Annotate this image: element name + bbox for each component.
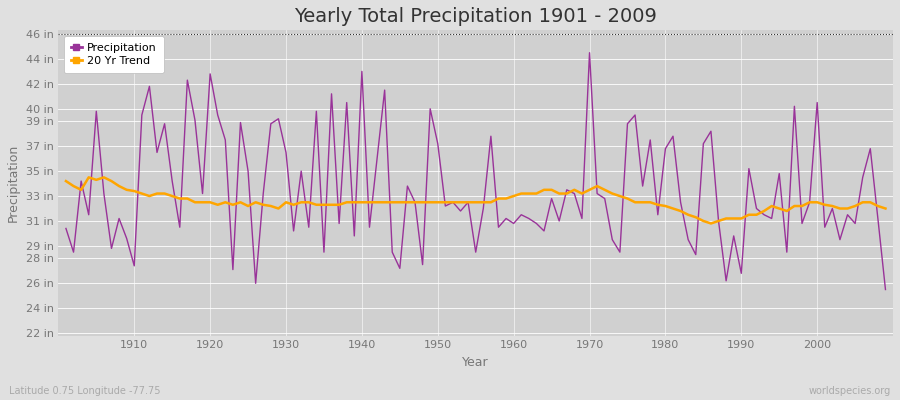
Text: Latitude 0.75 Longitude -77.75: Latitude 0.75 Longitude -77.75 (9, 386, 160, 396)
X-axis label: Year: Year (463, 356, 489, 369)
Text: worldspecies.org: worldspecies.org (809, 386, 891, 396)
Y-axis label: Precipitation: Precipitation (7, 144, 20, 222)
Legend: Precipitation, 20 Yr Trend: Precipitation, 20 Yr Trend (64, 36, 164, 73)
Title: Yearly Total Precipitation 1901 - 2009: Yearly Total Precipitation 1901 - 2009 (294, 7, 657, 26)
